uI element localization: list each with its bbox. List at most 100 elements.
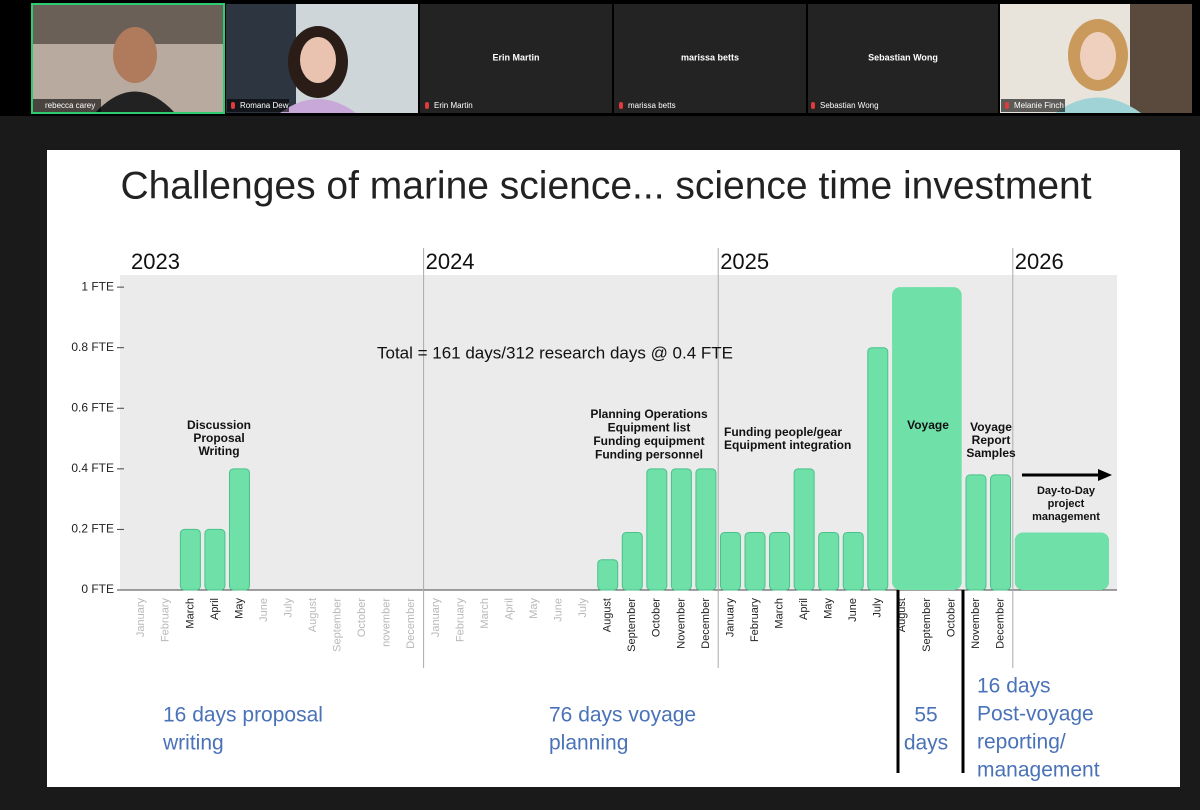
bar [744,531,766,591]
year-label: 2024 [426,249,475,274]
x-tick-label: August [307,598,319,632]
x-tick-label: January [724,598,736,638]
x-tick-label: May [823,598,835,619]
x-tick-label: October [356,598,368,637]
x-tick-label: June [258,598,270,622]
tile[interactable] [420,4,612,113]
x-tick-label: April [209,598,221,620]
tile-name: Erin Martin [492,52,539,62]
tile[interactable] [1000,4,1192,113]
x-tick-label: January [430,598,442,638]
participant-label: rebecca carey [45,101,95,110]
bar [228,468,250,591]
note: Post-voyage [977,703,1094,726]
annotation: Writing [198,444,239,458]
participant-label: Melanie Finch [1014,101,1064,110]
bar [179,528,201,591]
tile[interactable] [226,4,418,113]
bar [965,474,987,591]
x-tick-label: March [479,598,491,629]
year-label: 2026 [1015,249,1064,274]
bar [931,287,962,590]
tile[interactable] [31,3,225,114]
year-label: 2023 [131,249,180,274]
tile[interactable] [808,4,998,113]
year-label: 2025 [720,249,769,274]
annotation: Total = 161 days/312 research days @ 0.4… [377,343,733,362]
participant-label: Sebastian Wong [820,101,879,110]
annotation: Funding equipment [593,434,704,448]
x-tick-label: November [970,598,982,649]
bar [597,559,619,591]
x-tick-label: June [847,598,859,622]
arrow-head [1098,469,1112,481]
annotation: Equipment integration [724,438,851,452]
x-tick-label: February [160,598,172,643]
x-tick-label: november [381,598,393,647]
annotation: Day-to-Day [1037,485,1096,497]
x-tick-label: October [651,598,663,637]
body [280,99,356,113]
label-bg [1001,99,1065,112]
x-tick-label: June [553,598,565,622]
x-tick-label: July [282,598,294,618]
participant-label: Romana Dew [240,101,289,110]
x-tick-label: April [503,598,515,620]
face [1080,32,1116,80]
mute-icon [231,102,235,109]
x-tick-label: September [921,598,933,652]
mute-icon [1005,102,1009,109]
bar [867,347,889,591]
face [113,27,157,83]
x-tick-label: August [896,598,908,632]
bar [818,531,840,591]
annotation: Funding people/gear [724,425,842,439]
label-bg [33,99,101,112]
y-tick-label: 0.8 FTE [71,340,114,354]
participant-label: Erin Martin [434,101,473,110]
x-tick-label: September [626,598,638,652]
note: 76 days voyage [549,704,696,727]
x-tick-label: September [332,598,344,652]
bar [695,468,717,591]
x-tick-label: December [405,598,417,649]
slide-title: Challenges of marine science... science … [120,164,1091,207]
tile-name: Sebastian Wong [868,52,938,62]
bar [1078,532,1109,590]
active-speaker [31,3,225,114]
tile[interactable] [614,4,806,113]
face [300,37,336,83]
bar [842,531,864,591]
y-tick-label: 0.6 FTE [71,400,114,414]
body [95,91,175,113]
bar [204,528,226,591]
annotation: Voyage [970,420,1012,434]
x-tick-label: December [700,598,712,649]
x-tick-label: February [749,598,761,643]
mute-icons [231,102,1009,109]
annotation: Discussion [187,418,251,432]
x-tick-label: July [577,598,589,618]
annotation: Samples [966,446,1016,460]
bar [646,468,668,591]
x-tick-label: December [994,598,1006,649]
annotation: Voyage [907,418,949,432]
bar [990,474,1012,591]
note: 16 days [977,675,1051,698]
mute-icon [619,102,623,109]
x-tick-label: April [798,598,810,620]
chart: 0 FTE 0.2 FTE 0.4 FTE 0.6 FTE 0.8 FTE 1 FTE 20… [71,248,1109,782]
x-tick-label: February [454,598,466,643]
annotation: Equipment list [608,421,691,435]
annotation: Report [972,433,1011,447]
label-bg [227,99,289,112]
note: 55 [914,704,937,727]
x-tick-label: January [135,598,147,638]
x-tick-label: July [872,598,884,618]
body [1055,97,1141,113]
x-tick-label: March [184,598,196,629]
x-tick-label: October [945,598,957,637]
tile-name: marissa betts [681,52,739,62]
